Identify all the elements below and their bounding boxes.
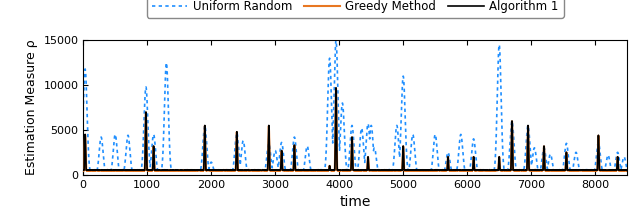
Algorithm 1 — [332, 86, 340, 89]
Greedy Method — [526, 169, 534, 172]
Greedy Method — [159, 169, 166, 171]
Uniform Random — [534, 169, 542, 172]
Greedy Method — [431, 169, 439, 172]
Algorithm 1 — [204, 169, 211, 171]
Algorithm 1 — [159, 169, 166, 172]
Line: Uniform Random: Uniform Random — [83, 40, 627, 170]
Line: Algorithm 1: Algorithm 1 — [83, 88, 627, 170]
Uniform Random — [431, 134, 439, 136]
Uniform Random — [79, 109, 87, 112]
Greedy Method — [431, 169, 438, 172]
Algorithm 1 — [526, 169, 534, 172]
Greedy Method — [133, 169, 141, 171]
Uniform Random — [159, 161, 166, 164]
Y-axis label: Estimation Measure ρ: Estimation Measure ρ — [25, 40, 38, 175]
Greedy Method — [623, 169, 631, 172]
Greedy Method — [204, 169, 211, 171]
Uniform Random — [133, 169, 141, 171]
Algorithm 1 — [133, 169, 141, 171]
Greedy Method — [332, 87, 340, 90]
Algorithm 1 — [79, 169, 87, 171]
Uniform Random — [332, 39, 340, 42]
Algorithm 1 — [623, 169, 631, 172]
Greedy Method — [79, 169, 87, 171]
Uniform Random — [623, 169, 631, 171]
Algorithm 1 — [534, 169, 542, 172]
X-axis label: time: time — [339, 195, 371, 209]
Line: Greedy Method: Greedy Method — [83, 88, 627, 171]
Greedy Method — [534, 169, 542, 171]
Uniform Random — [204, 149, 211, 152]
Uniform Random — [211, 169, 218, 172]
Legend: Uniform Random, Greedy Method, Algorithm 1: Uniform Random, Greedy Method, Algorithm… — [147, 0, 563, 18]
Uniform Random — [526, 144, 534, 146]
Algorithm 1 — [431, 169, 438, 172]
Algorithm 1 — [514, 169, 522, 172]
